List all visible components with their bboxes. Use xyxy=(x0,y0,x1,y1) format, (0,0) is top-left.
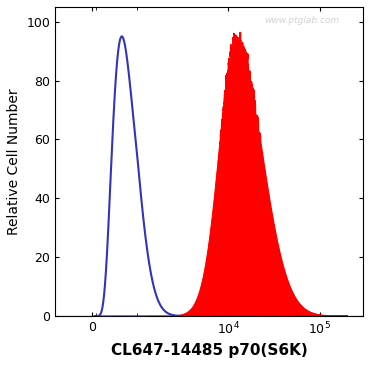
Y-axis label: Relative Cell Number: Relative Cell Number xyxy=(7,88,21,235)
Text: www.ptglab.com: www.ptglab.com xyxy=(265,16,340,25)
X-axis label: CL647-14485 p70(S6K): CL647-14485 p70(S6K) xyxy=(111,343,307,358)
